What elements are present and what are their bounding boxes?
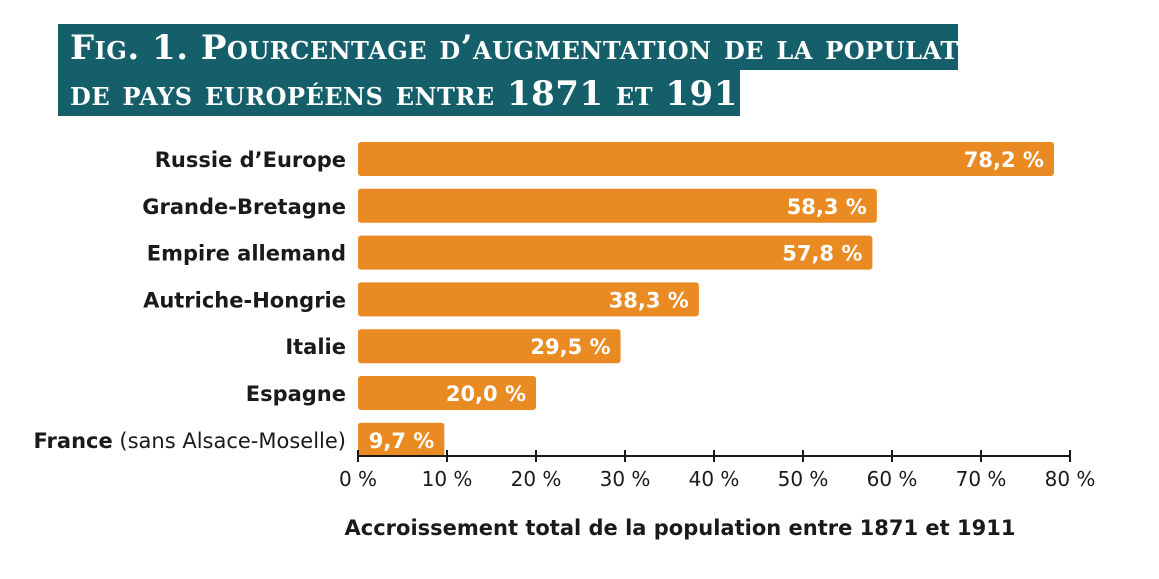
- x-tick-label: 60 %: [867, 467, 918, 491]
- data-label: 58,3 %: [787, 195, 867, 219]
- category-label: Espagne: [246, 382, 346, 406]
- title-banner-line2: de pays européens entre 1871 et 1911: [58, 70, 762, 116]
- title-banner-line1: Fig. 1. Pourcentage d’augmentation de la…: [58, 24, 1014, 70]
- x-tick-label: 50 %: [778, 467, 829, 491]
- category-label: France (sans Alsace-Moselle): [34, 429, 346, 453]
- data-label: 9,7 %: [369, 429, 435, 453]
- x-tick-label: 0 %: [339, 467, 377, 491]
- x-tick-label: 20 %: [511, 467, 562, 491]
- bar: [358, 282, 699, 317]
- data-label: 29,5 %: [530, 335, 610, 359]
- x-tick-label: 30 %: [600, 467, 651, 491]
- data-label: 38,3 %: [609, 288, 689, 312]
- category-label: Italie: [285, 335, 346, 359]
- category-label: Russie d’Europe: [155, 148, 346, 172]
- x-tick-label: 40 %: [689, 467, 740, 491]
- bar: [358, 235, 873, 270]
- category-label: Autriche-Hongrie: [143, 288, 346, 312]
- category-label: Empire allemand: [147, 242, 346, 266]
- x-tick-label: 70 %: [956, 467, 1007, 491]
- bar: [358, 422, 445, 457]
- x-tick-label: 10 %: [422, 467, 473, 491]
- x-axis-label: Accroissement total de la population ent…: [344, 516, 1016, 540]
- bar: [358, 188, 877, 223]
- chart-title-line2: de pays européens entre 1871 et 1911: [70, 74, 763, 114]
- x-tick-label: 80 %: [1045, 467, 1096, 491]
- bar: [358, 142, 1054, 176]
- data-label: 57,8 %: [782, 242, 862, 266]
- bar: [358, 376, 536, 410]
- data-label: 20,0 %: [446, 382, 526, 406]
- category-label: Grande-Bretagne: [142, 195, 346, 219]
- data-label: 78,2 %: [964, 148, 1044, 172]
- chart-title-line1: Fig. 1. Pourcentage d’augmentation de la…: [70, 28, 1015, 68]
- bar: [358, 329, 621, 364]
